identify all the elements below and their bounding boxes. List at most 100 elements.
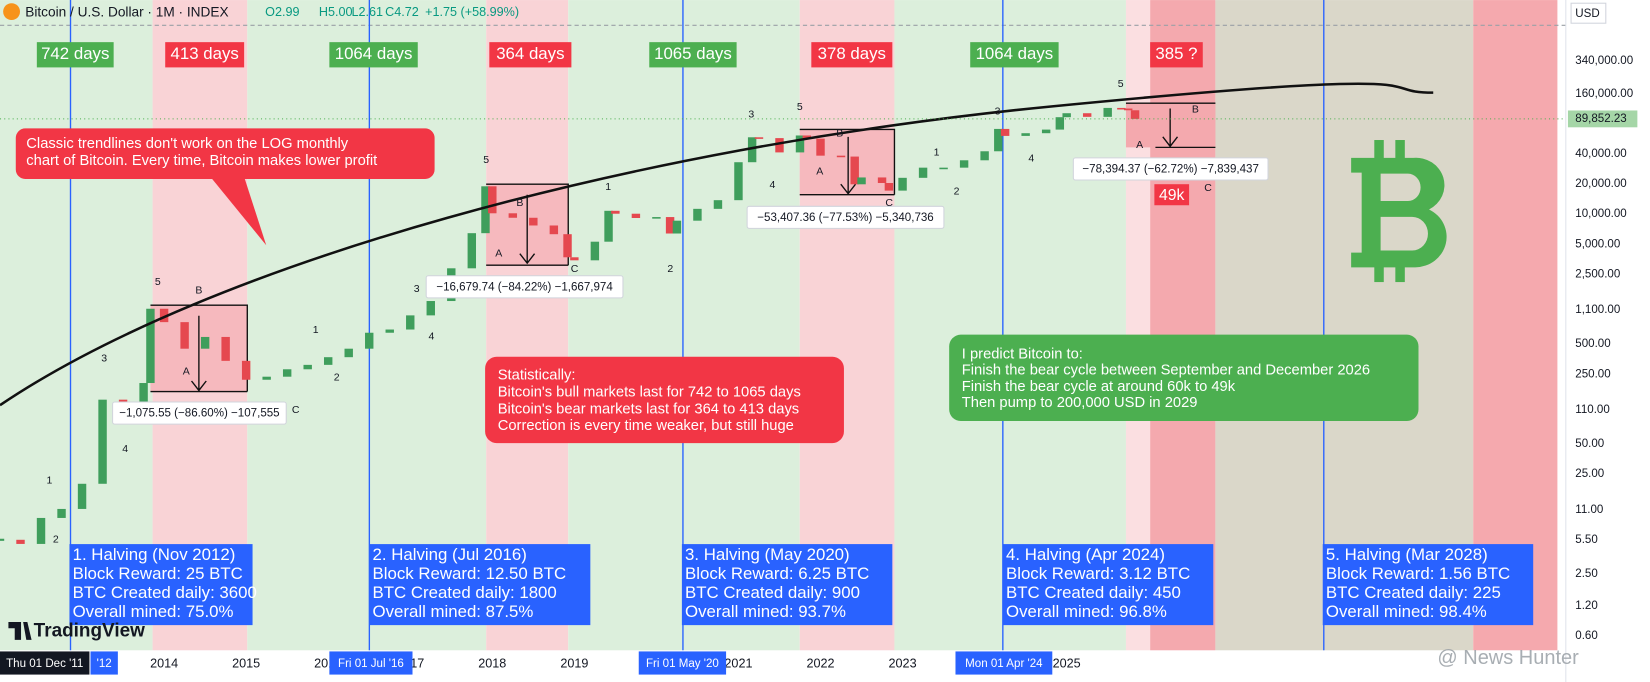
candle <box>406 315 415 330</box>
halving-box <box>1002 544 1214 626</box>
halving-box <box>1322 544 1534 626</box>
candle <box>590 241 600 261</box>
y-tick-label: 500.00 <box>1575 338 1610 350</box>
callout-tail <box>210 176 267 246</box>
logo-bar <box>1374 140 1384 162</box>
halving-lines <box>69 0 1325 651</box>
candle <box>563 234 572 258</box>
duration-label: 742 days <box>41 44 109 63</box>
logo-shape <box>1351 157 1447 268</box>
candle <box>139 383 148 412</box>
correction-arrow <box>1125 102 1216 149</box>
y-tick-label: 1,100.00 <box>1575 304 1620 316</box>
bull-band <box>247 0 487 651</box>
measure-box <box>425 275 624 299</box>
bear-band <box>486 0 569 651</box>
last-price-box <box>1567 110 1638 128</box>
wave-label: 3 <box>414 283 420 295</box>
callout-text: Then pump to 200,000 USD in 2029 <box>962 395 1198 411</box>
halving-box <box>681 544 893 626</box>
wave-label: 5 <box>797 101 803 113</box>
wave-label: C <box>1204 182 1212 194</box>
wave-label: 5 <box>1118 78 1124 90</box>
wave-label: 2 <box>334 372 340 384</box>
candle <box>262 376 271 380</box>
candle <box>1117 107 1126 110</box>
wave-label: 2 <box>53 534 59 546</box>
x-tick-label: 2022 <box>806 656 834 670</box>
correction-arrow <box>150 304 248 393</box>
candle <box>713 200 723 209</box>
callout-text: chart of Bitcoin. Every time, Bitcoin ma… <box>26 153 377 169</box>
halving-box <box>369 544 591 626</box>
ohlc-value: L2.61 <box>351 5 383 19</box>
last-price-label: 89,852.23 <box>1575 113 1626 125</box>
candle <box>939 167 948 170</box>
wave-label: B <box>195 284 202 296</box>
date-label: Mon 01 Apr '24 <box>965 658 1043 670</box>
candle <box>467 233 477 269</box>
duration-box <box>1150 42 1203 68</box>
candle <box>1055 117 1065 130</box>
y-tick-label: 5.50 <box>1575 534 1598 546</box>
halving-text: Block Reward: 1.56 BTC <box>1326 564 1510 583</box>
wave-label: B <box>1192 103 1199 115</box>
wave-label: A <box>816 165 823 177</box>
candle <box>57 508 66 518</box>
wave-label: A <box>183 365 190 377</box>
wave-label: A <box>495 247 502 259</box>
callout-box <box>15 128 435 179</box>
wave-label: 5 <box>155 276 161 288</box>
bull-band <box>568 0 800 651</box>
candle <box>481 186 490 234</box>
candle <box>877 177 887 184</box>
candle <box>508 213 518 218</box>
halving-text: 3. Halving (May 2020) <box>685 545 850 564</box>
candle <box>816 138 825 156</box>
bear-band <box>799 0 895 651</box>
candle <box>1021 133 1030 136</box>
candle <box>159 308 169 323</box>
bitcoin-logo <box>1351 140 1447 283</box>
callout-text: Bitcoin's bull markets last for 742 to 1… <box>498 384 801 400</box>
candle <box>1082 113 1092 117</box>
target-label: 49k <box>1159 187 1185 204</box>
bull-band <box>894 0 1126 651</box>
brand: TradingView <box>34 620 145 641</box>
chart-title: Bitcoin / U.S. Dollar · 1M · INDEX <box>25 4 228 19</box>
duration-label: 1064 days <box>976 44 1054 63</box>
candle <box>146 308 155 384</box>
candle <box>604 210 613 242</box>
candle <box>323 357 333 365</box>
candle <box>652 217 661 219</box>
halving-text: Overall mined: 93.7% <box>685 602 846 621</box>
ohlc-value: O2.99 <box>265 5 299 19</box>
x-tick-label: 2025 <box>1053 656 1081 670</box>
wave-label: 4 <box>122 443 128 455</box>
x-tick-label: 2021 <box>724 656 752 670</box>
candle <box>36 517 46 544</box>
wave-label: 4 <box>429 331 435 343</box>
candle <box>734 162 743 201</box>
candle <box>884 183 894 191</box>
candle <box>802 135 812 139</box>
halving-text: Overall mined: 75.0% <box>73 602 234 621</box>
candle <box>980 151 989 161</box>
candle <box>77 483 87 509</box>
y-tick-label: 160,000.00 <box>1575 88 1633 100</box>
duration-box <box>36 42 114 68</box>
candle <box>918 167 928 178</box>
candle <box>282 369 292 377</box>
halving-text: BTC Created daily: 3600 <box>73 583 257 602</box>
time-axis <box>0 650 1566 682</box>
x-tick-label: 2015 <box>232 656 260 670</box>
measure-label: −16,679.74 (−84.22%) −1,667,974 <box>436 281 613 293</box>
wave-label: C <box>885 197 893 209</box>
halving-text: BTC Created daily: 1800 <box>373 583 557 602</box>
trendline-callout <box>15 128 435 246</box>
candle <box>549 225 559 235</box>
wave-label: C <box>292 404 300 416</box>
wave-label: C <box>571 263 579 275</box>
measure-label: −53,407.36 (−77.53%) −5,340,736 <box>757 212 933 224</box>
